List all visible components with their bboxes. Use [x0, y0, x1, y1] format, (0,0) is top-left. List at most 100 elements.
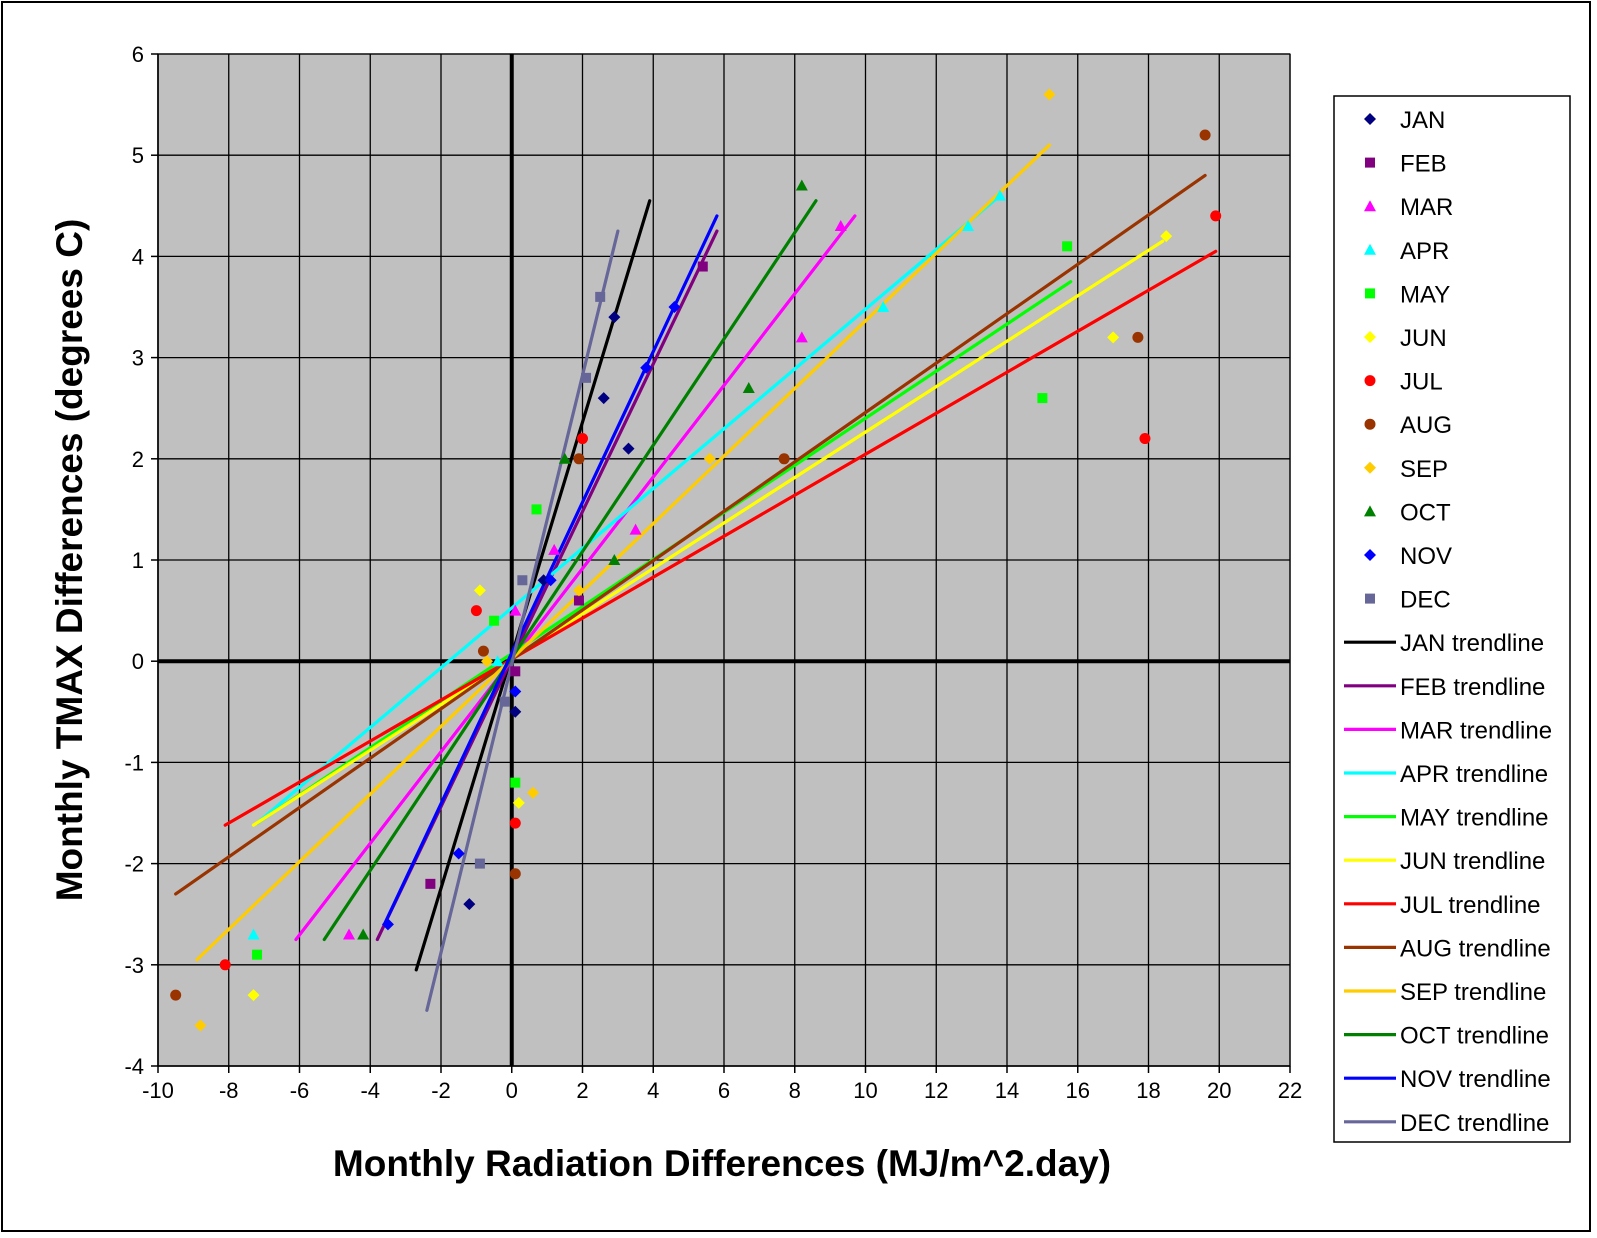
nov-point: [640, 361, 653, 374]
legend-jul-marker: [1364, 375, 1376, 387]
aug-point: [573, 453, 585, 465]
legend-apr-marker: [1364, 243, 1376, 255]
sep-point: [703, 452, 716, 465]
aug-trendline: [174, 173, 1207, 896]
legend-jan-trendline-label: JAN trendline: [1400, 630, 1544, 657]
sep-trendline: [195, 143, 1052, 962]
legend-feb-marker: [1365, 157, 1375, 168]
legend-jun-marker: [1364, 331, 1376, 343]
x-tick-label: 2: [576, 1078, 588, 1103]
aug-point: [1199, 129, 1211, 141]
x-tick-label: -2: [431, 1078, 451, 1103]
legend-may-trendline-label: MAY trendline: [1400, 805, 1549, 832]
aug-point: [778, 453, 790, 465]
oct-trendline: [322, 199, 818, 942]
legend-feb-trendline-label: FEB trendline: [1400, 674, 1545, 701]
feb-point: [573, 595, 584, 606]
apr-point: [993, 189, 1006, 201]
jan-point: [622, 442, 635, 455]
x-axis-title: Monthly Radiation Differences (MJ/m^2.da…: [333, 1143, 1111, 1184]
jun-point: [473, 584, 486, 597]
oct-point: [558, 452, 571, 464]
legend-dec-label: DEC: [1400, 587, 1451, 614]
legend-aug-trendline-label: AUG trendline: [1400, 935, 1551, 962]
trendlines: [174, 143, 1218, 1012]
apr-point: [877, 301, 890, 312]
legend: JAN FEB MAR APR MAY JUN JUL AUG SEP OCT NOV DEC JAN …: [1333, 95, 1571, 1143]
jun-point: [247, 989, 260, 1002]
nov-point: [544, 574, 557, 587]
sep-point: [1043, 88, 1056, 101]
legend-feb-label: FEB: [1400, 151, 1447, 178]
mar-point: [343, 928, 356, 940]
jul-point: [219, 959, 231, 971]
mar-trendline: [294, 214, 857, 942]
jun-point: [1107, 331, 1120, 344]
feb-point: [510, 666, 521, 677]
jan-point: [608, 311, 621, 324]
legend-oct-trendline-label: OCT trendline: [1400, 1023, 1549, 1050]
x-tick-label: 4: [647, 1078, 659, 1103]
mar-point: [629, 523, 642, 535]
axes: [151, 53, 1291, 1073]
jan-point: [597, 392, 610, 405]
dec-point: [474, 858, 485, 869]
jan-point: [463, 898, 476, 911]
y-tick-label: -4: [124, 1054, 144, 1079]
legend-nov-marker: [1364, 549, 1376, 561]
legend-dec-trendline-label: DEC trendline: [1400, 1110, 1549, 1137]
nov-point: [452, 847, 465, 860]
legend-dec-marker: [1365, 593, 1375, 604]
legend-mar-marker: [1364, 200, 1376, 212]
jan-trendline: [414, 199, 652, 972]
legend-aug-label: AUG: [1400, 412, 1452, 439]
apr-point: [962, 220, 975, 232]
aug-point: [1132, 331, 1144, 343]
oct-point: [795, 179, 808, 191]
feb-point: [425, 878, 436, 889]
y-tick-label: -1: [124, 750, 144, 775]
may-point: [510, 777, 521, 788]
sep-point: [572, 584, 585, 597]
legend-jun-trendline-label: JUN trendline: [1400, 848, 1545, 875]
legend-sep-marker: [1364, 461, 1376, 474]
legend-may-label: MAY: [1400, 281, 1450, 308]
mar-point: [509, 604, 522, 616]
y-tick-label: 0: [132, 649, 144, 674]
jul-point: [470, 605, 482, 617]
sep-point: [194, 1019, 207, 1032]
x-tick-label: 22: [1278, 1078, 1302, 1103]
jul-point: [577, 433, 588, 445]
x-tick-label: -8: [219, 1078, 239, 1103]
mar-point: [795, 331, 808, 343]
x-tick-label: 20: [1207, 1078, 1231, 1103]
apr-point: [247, 928, 260, 940]
legend-jul-trendline-label: JUL trendline: [1400, 892, 1541, 919]
oct-point: [608, 554, 621, 565]
legend-apr-trendline-label: APR trendline: [1400, 761, 1548, 788]
x-tick-label: 16: [1066, 1078, 1090, 1103]
x-tick-label: 0: [506, 1078, 518, 1103]
jun-trendline: [251, 239, 1165, 827]
x-tick-label: -6: [290, 1078, 310, 1103]
x-tick-label: 14: [995, 1078, 1019, 1103]
apr-point: [491, 655, 504, 667]
legend-nov-label: NOV: [1400, 543, 1452, 570]
dec-point: [499, 696, 510, 707]
feb-point: [697, 261, 708, 272]
dec-trendline: [425, 229, 620, 1012]
apr-trendline: [255, 194, 1002, 825]
jul-point: [1210, 210, 1222, 222]
may-point: [1037, 393, 1048, 404]
legend-aug-marker: [1364, 418, 1376, 430]
y-tick-label: -2: [124, 852, 144, 877]
legend-oct-marker: [1364, 505, 1376, 517]
nov-point: [668, 301, 681, 313]
dec-point: [595, 291, 606, 302]
jan-point: [509, 705, 522, 718]
may-point: [252, 949, 263, 960]
legend-sep-label: SEP: [1400, 456, 1448, 483]
jul-point: [509, 817, 521, 829]
x-tick-label: 6: [718, 1078, 730, 1103]
